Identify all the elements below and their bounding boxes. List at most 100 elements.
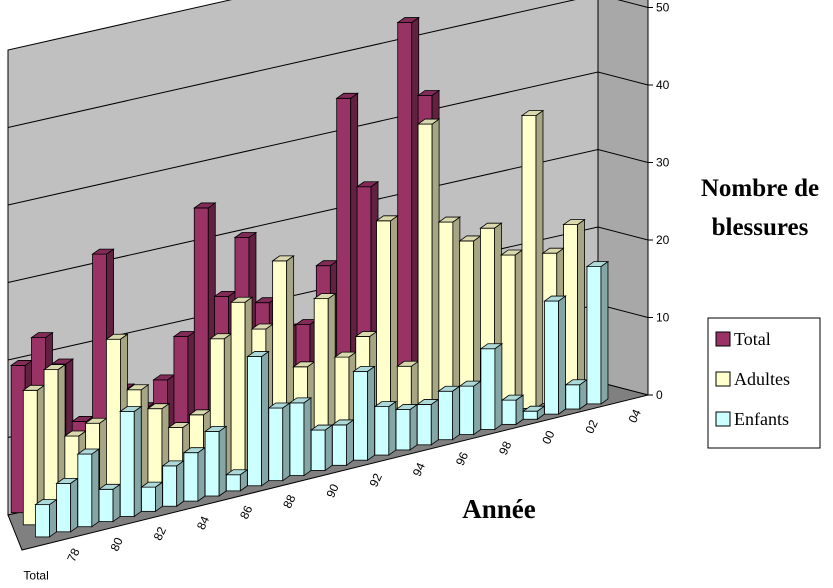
bar-enfants-Total (34, 498, 58, 538)
bar-enfants-80 (119, 405, 143, 518)
bar-enfants-98 (500, 394, 525, 426)
bar-face (268, 407, 284, 482)
bar-side (133, 405, 142, 518)
bar-top (146, 403, 171, 410)
bar-top (479, 222, 503, 229)
bar-enfants-81 (140, 481, 164, 513)
bar-top (396, 17, 420, 23)
bar-face (480, 348, 496, 430)
bar-side (452, 385, 460, 441)
bar-top (119, 406, 143, 412)
bar-face (77, 453, 93, 528)
bar-face (289, 402, 305, 476)
bar-adultes-02 (562, 218, 586, 400)
z-tick-label-30: 30 (656, 156, 670, 170)
bar-enfants-94 (416, 398, 440, 446)
bar-side (91, 448, 100, 528)
bar-enfants-78 (76, 448, 101, 528)
bar-enfants-86 (246, 350, 270, 487)
bar-enfants-85 (225, 468, 249, 492)
bar-top (91, 248, 115, 255)
bar-enfants-79 (97, 483, 122, 523)
bar-face (565, 384, 581, 410)
bar-top (246, 351, 270, 357)
bar-side (577, 218, 585, 400)
bar-face (98, 488, 114, 522)
bar-face (544, 300, 559, 415)
bar-top (105, 333, 129, 340)
bar-face (230, 301, 246, 477)
bar-enfants-89 (309, 424, 334, 472)
legend-label-total: Total (734, 329, 771, 349)
bar-top (312, 293, 337, 300)
z-tick-label-0: 0 (656, 388, 663, 402)
bars (9, 16, 610, 538)
bar-side (324, 424, 333, 472)
bar-face (331, 424, 347, 466)
x-tick-label-98: 98 (496, 439, 514, 457)
bar-side (176, 460, 185, 508)
bar-face (500, 254, 516, 414)
bar-enfants-02 (585, 260, 610, 405)
bar-top (416, 90, 441, 96)
bar-side (112, 483, 121, 523)
bar-top (42, 364, 67, 371)
bar-side (345, 419, 354, 467)
x-tick-label-02: 02 (582, 417, 600, 435)
x-tick-label-90: 90 (323, 482, 341, 500)
bar-enfants-92 (373, 400, 398, 456)
bar-enfants-00 (543, 295, 567, 415)
bar-top (416, 118, 441, 125)
gridline-50 (7, 0, 649, 128)
bar-face (374, 406, 390, 456)
bar-face (141, 486, 156, 512)
x-tick-label-88: 88 (280, 492, 298, 510)
bar-side (261, 350, 269, 487)
x-tick-label-04: 04 (626, 407, 644, 425)
bar-face (225, 474, 241, 492)
bar-adultes-95 (416, 118, 441, 434)
legend-label-adultes: Adultes (734, 369, 790, 389)
x-tick-label-86: 86 (237, 503, 255, 521)
x-axis-ticks: Total 78 80 82 84 86 88 90 92 94 96 98 00 02 04 (23, 407, 644, 583)
legend-swatch-total (715, 331, 731, 347)
bar-top (193, 202, 217, 209)
bar-top (288, 397, 313, 404)
bar-adultes-00 (520, 109, 545, 410)
x-tick-label-92: 92 (367, 471, 385, 489)
bar-top (373, 401, 398, 408)
z-tick-label-40: 40 (656, 78, 670, 92)
x-axis-title: Année (462, 494, 536, 524)
bar-side (197, 446, 206, 502)
bar-top (30, 332, 54, 339)
x-tick-label-00: 00 (539, 428, 557, 446)
bar-face (521, 115, 537, 409)
bar-face (353, 370, 369, 461)
bar-side (70, 477, 79, 533)
bar-side (514, 249, 523, 415)
bar-face (417, 123, 433, 434)
bar-side (367, 365, 376, 461)
bar-side (430, 398, 439, 446)
bar-face (501, 399, 517, 425)
bar-side (473, 380, 482, 436)
bar-face (35, 504, 50, 538)
x-tick-label-80: 80 (108, 535, 126, 553)
bar-face (43, 369, 59, 521)
bar-face (204, 430, 220, 497)
z-tick-label-50: 50 (656, 1, 670, 15)
x-tick-label-82: 82 (151, 524, 169, 542)
bar-enfants-01 (564, 379, 588, 410)
z-tick-label-10: 10 (656, 311, 670, 325)
bar-side (218, 425, 227, 497)
bar-side (494, 342, 503, 431)
bar-top (437, 216, 462, 223)
x-tick-label-78: 78 (64, 546, 82, 564)
x-tick-label-94: 94 (410, 460, 428, 478)
bar-face (183, 452, 199, 502)
bar-enfants-97 (479, 342, 504, 431)
bar-face (310, 429, 326, 471)
bar-top (520, 110, 545, 117)
bar-enfants-95 (437, 385, 461, 441)
